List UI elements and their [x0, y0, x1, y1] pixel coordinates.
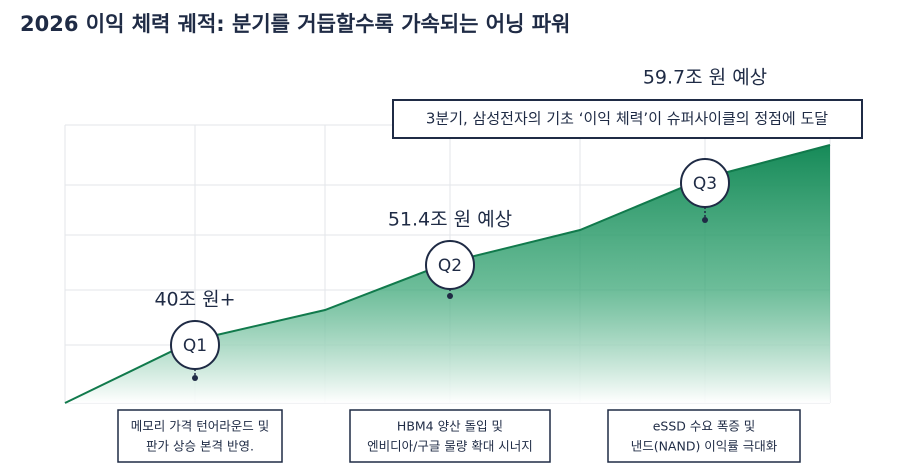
badge-label: Q3 — [693, 174, 717, 194]
callout-box — [392, 99, 863, 139]
description-line: 엔비디아/구글 물량 확대 시너지 — [367, 439, 533, 454]
description-line: 판가 상승 본격 반영. — [146, 439, 254, 454]
description-line: HBM4 양산 돌입 및 — [397, 419, 503, 434]
description-line: 메모리 가격 턴어라운드 및 — [131, 419, 269, 434]
stem-dot — [447, 293, 453, 299]
description-box — [607, 409, 801, 463]
stem-dot — [702, 217, 708, 223]
badge — [425, 240, 475, 290]
callout: 3분기, 삼성전자의 기초 ‘이익 체력’이 슈퍼사이클의 정점에 도달 — [426, 110, 828, 128]
value-text: 40조 원+ — [154, 289, 235, 311]
badge-label: Q2 — [438, 256, 462, 276]
description-box — [117, 409, 283, 463]
title: 2026 이익 체력 궤적: 분기를 거듭할수록 가속되는 어닝 파워 — [20, 12, 570, 36]
badge-label: Q1 — [183, 336, 207, 356]
value-text: 51.4조 원 예상 — [388, 209, 512, 231]
badge — [680, 158, 730, 208]
description-line: eSSD 수요 폭증 및 — [653, 419, 756, 434]
value-text: 59.7조 원 예상 — [643, 67, 767, 89]
stem-dot — [192, 375, 198, 381]
description-line: 낸드(NAND) 이익률 극대화 — [631, 439, 778, 454]
description-box — [349, 409, 551, 463]
badge — [170, 320, 220, 370]
